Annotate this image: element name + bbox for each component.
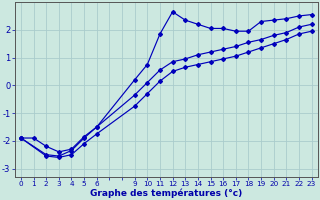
X-axis label: Graphe des températures (°c): Graphe des températures (°c)	[90, 188, 242, 198]
